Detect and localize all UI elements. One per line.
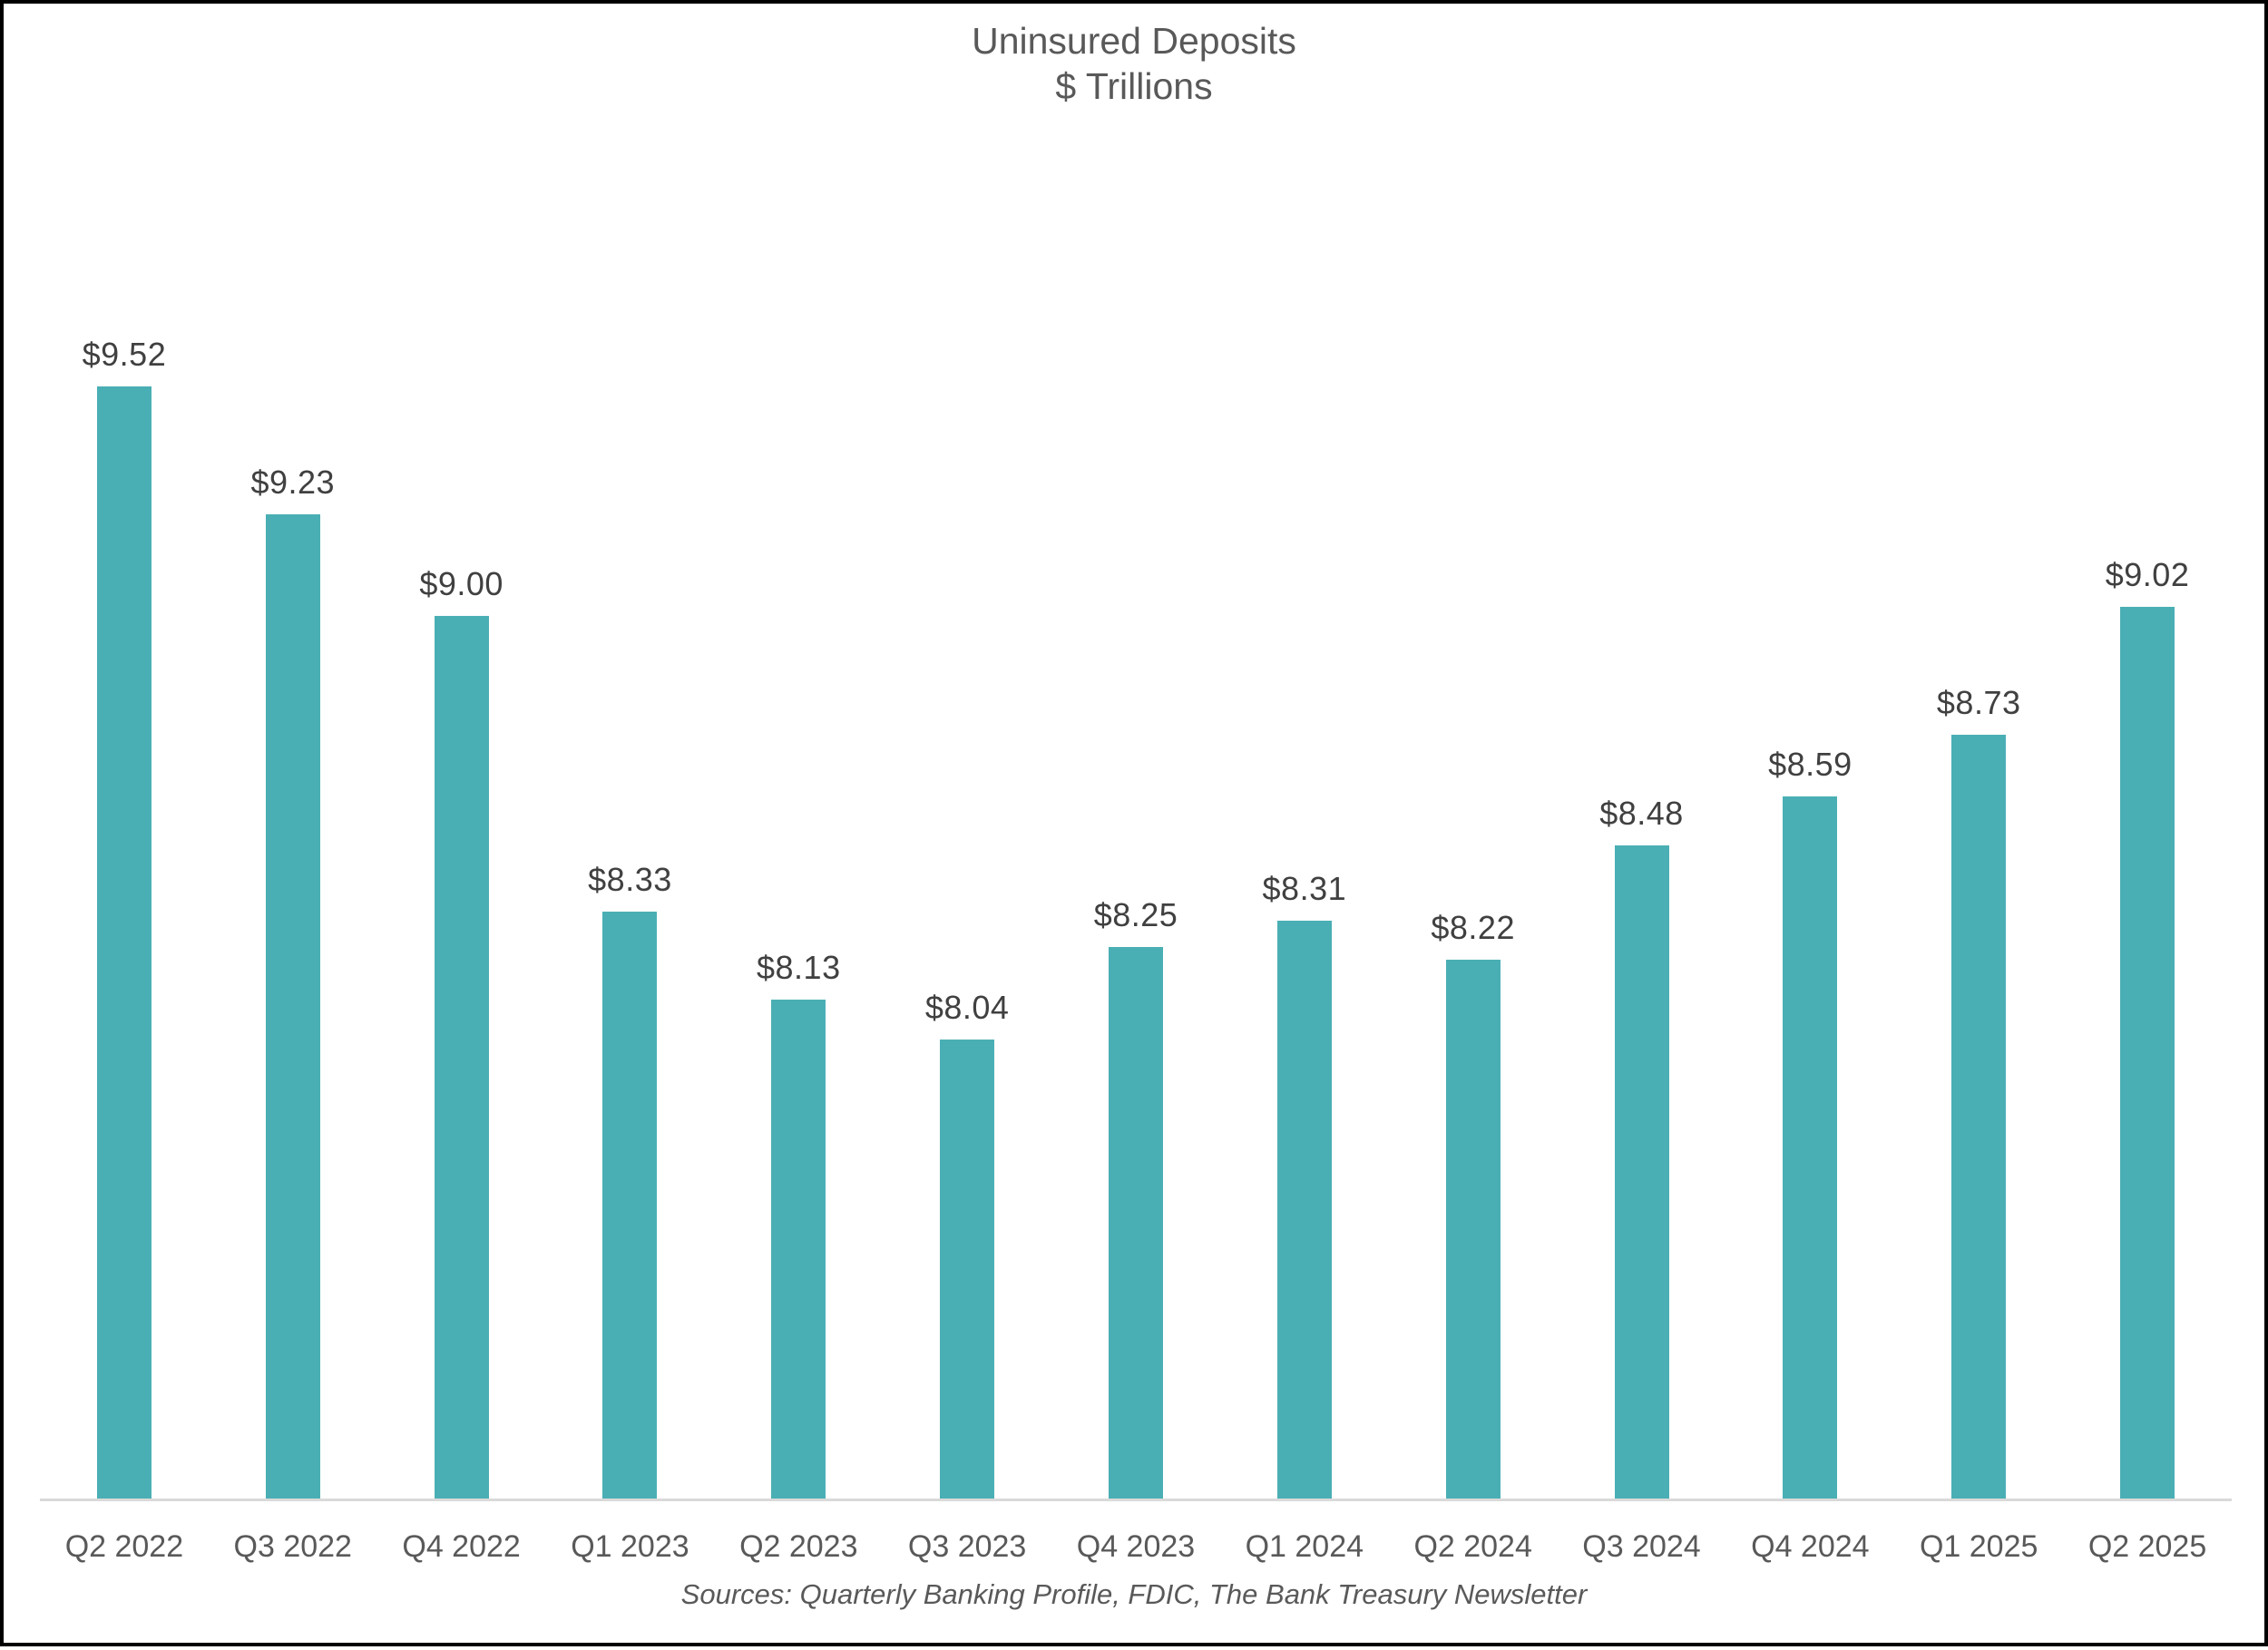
bar-value-label: $9.02 — [2105, 556, 2190, 593]
x-axis-line — [40, 1499, 2232, 1501]
bar-value-label: $8.13 — [757, 949, 841, 986]
bar-column: $8.04 — [883, 4, 1051, 1499]
x-axis-tick-label: Q4 2023 — [1076, 1529, 1196, 1564]
source-note: Sources: Quarterly Banking Profile, FDIC… — [680, 1578, 1588, 1610]
x-axis-tick-label: Q3 2024 — [1582, 1529, 1701, 1564]
x-axis-tick-label: Q1 2024 — [1245, 1529, 1364, 1564]
bar-column: $8.25 — [1051, 4, 1220, 1499]
bar — [1276, 921, 1332, 1499]
bar-column: $8.48 — [1558, 4, 1726, 1499]
x-axis-tick-label: Q2 2024 — [1413, 1529, 1532, 1564]
bar-column: $8.31 — [1220, 4, 1389, 1499]
bar — [602, 912, 658, 1499]
bar — [1445, 960, 1501, 1499]
bar-column: $8.22 — [1389, 4, 1558, 1499]
bar-column: $9.23 — [209, 4, 377, 1499]
bar-column: $8.33 — [546, 4, 715, 1499]
bar-chart-plot: $9.52 $9.23 $9.00 $8.33 $8.13 $8.04 $8.25 $8.31… — [40, 4, 2232, 1650]
x-axis-tick-label: Q2 2022 — [64, 1529, 184, 1564]
x-axis-tick-label: Q2 2025 — [2087, 1529, 2207, 1564]
chart-title: Uninsured Deposits $ Trillions — [4, 18, 2264, 109]
bar — [265, 514, 320, 1499]
bar-column: $9.00 — [377, 4, 546, 1499]
bar — [1783, 796, 1838, 1499]
bar-value-label: $8.59 — [1768, 746, 1853, 783]
bar-value-label: $8.33 — [588, 861, 672, 898]
bar-value-label: $9.23 — [250, 464, 336, 501]
bar-column: $9.52 — [40, 4, 209, 1499]
x-axis-tick-label: Q3 2022 — [233, 1529, 352, 1564]
x-axis-tick-label: Q3 2023 — [907, 1529, 1027, 1564]
bar-value-label: $8.25 — [1093, 896, 1178, 933]
bar — [1108, 947, 1163, 1499]
x-axis-tick-labels: Q2 2022 Q3 2022 Q4 2022 Q1 2023 Q2 2023 Q3 20… — [40, 1529, 2232, 1565]
x-axis-tick-label: Q4 2022 — [402, 1529, 521, 1564]
bar — [1614, 845, 1669, 1499]
bar-value-label: $8.04 — [924, 989, 1010, 1026]
bar-column: $8.59 — [1725, 4, 1894, 1499]
bar — [96, 386, 152, 1499]
bar — [2120, 607, 2175, 1499]
bar-value-label: $9.52 — [82, 336, 167, 373]
bar-column: $8.13 — [714, 4, 883, 1499]
bar-column: $8.73 — [1894, 4, 2063, 1499]
bar — [771, 1000, 826, 1499]
bar — [434, 616, 489, 1499]
bar — [1951, 735, 2007, 1499]
x-axis-tick-label: Q4 2024 — [1751, 1529, 1870, 1564]
x-axis-tick-label: Q2 2023 — [739, 1529, 858, 1564]
chart-title-line2: $ Trillions — [1055, 65, 1213, 108]
bar-value-label: $8.48 — [1599, 795, 1684, 832]
bar-value-label: $8.73 — [1936, 684, 2021, 721]
bar-value-label: $8.22 — [1431, 909, 1515, 946]
x-axis-tick-label: Q1 2023 — [571, 1529, 689, 1564]
chart-title-line1: Uninsured Deposits — [972, 20, 1296, 62]
bar — [940, 1040, 995, 1499]
bar-column: $9.02 — [2063, 4, 2232, 1499]
x-axis-tick-label: Q1 2025 — [1919, 1529, 2038, 1564]
bar-value-label: $9.00 — [419, 565, 503, 602]
bar-value-label: $8.31 — [1262, 870, 1347, 907]
bars-container: $9.52 $9.23 $9.00 $8.33 $8.13 $8.04 $8.25 $8.31… — [40, 4, 2232, 1499]
